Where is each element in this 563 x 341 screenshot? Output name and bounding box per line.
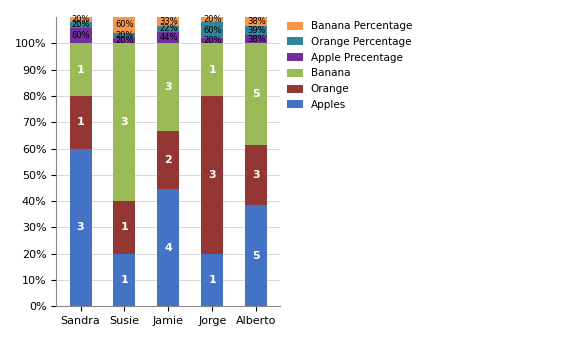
Bar [158, 32, 180, 43]
Bar [114, 38, 136, 43]
Bar [114, 33, 136, 38]
Text: 33%: 33% [159, 17, 178, 26]
Text: 60%: 60% [203, 26, 222, 35]
Bar [202, 254, 224, 306]
Bar [202, 43, 224, 96]
Bar [114, 43, 136, 201]
Bar [114, 201, 136, 254]
Bar [70, 23, 92, 28]
Bar [245, 43, 267, 145]
Text: 4: 4 [164, 243, 172, 253]
Bar [202, 96, 224, 254]
Bar [245, 26, 267, 35]
Text: 3: 3 [120, 117, 128, 127]
Bar [158, 26, 180, 32]
Bar [245, 145, 267, 205]
Text: 60%: 60% [115, 20, 134, 30]
Text: 1: 1 [208, 275, 216, 285]
Text: 20%: 20% [72, 15, 90, 24]
Legend: Banana Percentage, Orange Percentage, Apple Precentage, Banana, Orange, Apples: Banana Percentage, Orange Percentage, Ap… [283, 17, 417, 114]
Text: 20%: 20% [72, 20, 90, 30]
Bar [70, 149, 92, 306]
Text: 3: 3 [252, 170, 260, 180]
Text: 3: 3 [208, 170, 216, 180]
Text: 39%: 39% [247, 26, 266, 35]
Bar [158, 190, 180, 306]
Bar [245, 35, 267, 43]
Text: 2: 2 [164, 155, 172, 165]
Bar [114, 17, 136, 33]
Bar [202, 17, 224, 23]
Text: 1: 1 [77, 65, 84, 75]
Bar [70, 28, 92, 43]
Text: 3: 3 [77, 222, 84, 233]
Text: 1: 1 [208, 65, 216, 75]
Bar [202, 23, 224, 38]
Text: 1: 1 [120, 222, 128, 233]
Text: 5: 5 [252, 89, 260, 99]
Bar [70, 43, 92, 96]
Text: 1: 1 [77, 117, 84, 127]
Text: 20%: 20% [203, 15, 222, 24]
Bar [158, 43, 180, 131]
Text: 5: 5 [252, 251, 260, 261]
Text: 1: 1 [120, 275, 128, 285]
Bar [114, 254, 136, 306]
Text: 20%: 20% [115, 31, 134, 40]
Bar [158, 17, 180, 26]
Bar [245, 17, 267, 26]
Bar [70, 17, 92, 23]
Bar [245, 205, 267, 306]
Bar [202, 38, 224, 43]
Text: 20%: 20% [115, 36, 134, 45]
Text: 3: 3 [164, 82, 172, 92]
Text: 22%: 22% [159, 24, 178, 33]
Text: 38%: 38% [247, 17, 266, 26]
Text: 20%: 20% [203, 36, 222, 45]
Bar [158, 131, 180, 190]
Text: 38%: 38% [247, 34, 266, 44]
Text: 60%: 60% [71, 31, 90, 40]
Text: 44%: 44% [159, 33, 178, 42]
Bar [70, 96, 92, 149]
